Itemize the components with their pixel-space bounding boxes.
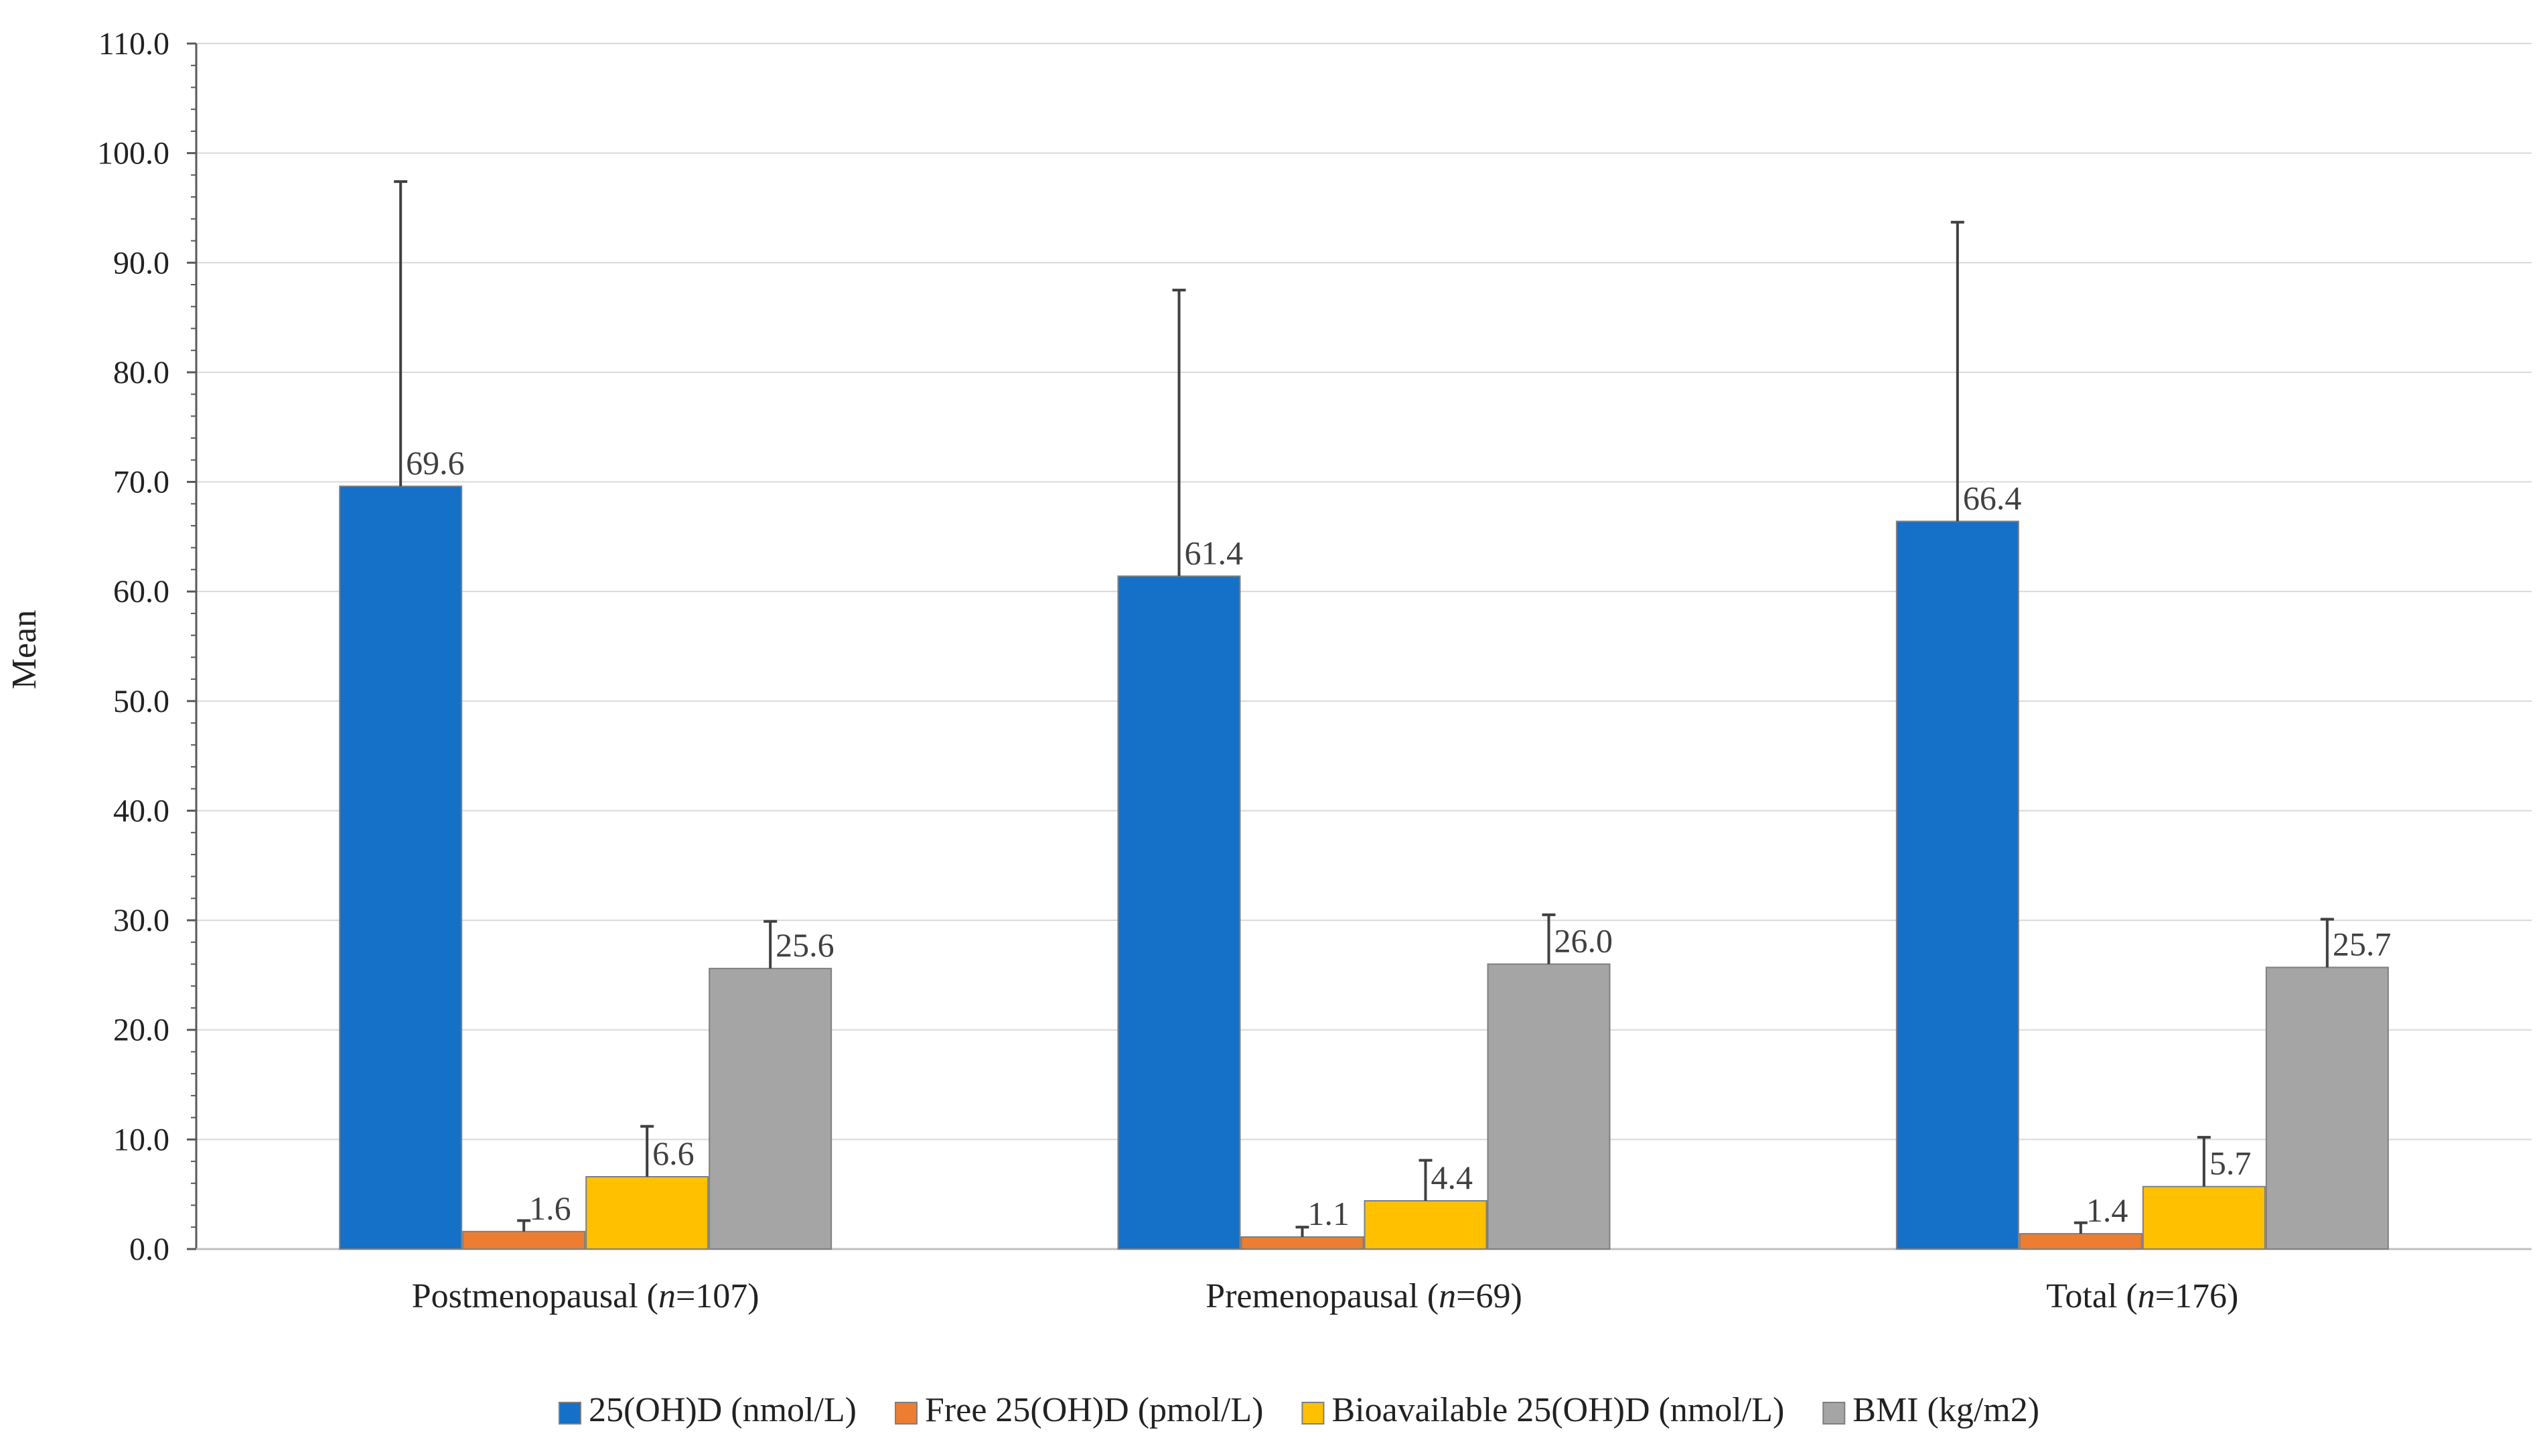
bar xyxy=(709,968,832,1250)
data-label: 1.1 xyxy=(1308,1195,1350,1232)
data-label: 25.7 xyxy=(2333,925,2392,962)
data-label: 69.6 xyxy=(406,444,465,482)
x-axis-categories: Postmenopausal (n=107) Premenopausal (n=6… xyxy=(412,1277,2239,1315)
legend-label: Bioavailable 25(OH)D (nmol/L) xyxy=(1331,1391,1784,1429)
y-tick-label: 110.0 xyxy=(98,26,169,62)
data-label: 1.6 xyxy=(529,1189,571,1227)
legend-item: BMI (kg/m2) xyxy=(1822,1391,2039,1429)
legend-item: Bioavailable 25(OH)D (nmol/L) xyxy=(1301,1391,1784,1429)
data-label: 61.4 xyxy=(1185,534,1244,571)
y-tick-label: 60.0 xyxy=(113,574,169,609)
data-label: 5.7 xyxy=(2209,1145,2252,1182)
legend-swatch xyxy=(1822,1402,1846,1425)
y-axis-title: Mean xyxy=(5,610,44,689)
legend-label: Free 25(OH)D (pmol/L) xyxy=(925,1391,1263,1429)
bar xyxy=(1487,963,1611,1250)
y-tick-label: 30.0 xyxy=(113,903,169,938)
data-label: 25.6 xyxy=(776,926,834,964)
gridlines xyxy=(196,43,2532,1141)
data-label: 66.4 xyxy=(1963,479,2022,516)
y-tick-label: 80.0 xyxy=(113,355,169,390)
bar xyxy=(2019,1233,2142,1250)
data-label: 4.4 xyxy=(1431,1159,1473,1196)
bar xyxy=(339,486,463,1250)
y-tick-label: 90.0 xyxy=(113,245,169,281)
legend-item: 25(OH)D (nmol/L) xyxy=(558,1391,857,1429)
legend-swatch xyxy=(558,1402,581,1425)
category-label: Total (n=176) xyxy=(2046,1277,2238,1315)
legend: 25(OH)D (nmol/L) Free 25(OH)D (pmol/L) Bio… xyxy=(558,1391,2039,1429)
data-label: 26.0 xyxy=(1554,922,1613,960)
y-tick-label: 70.0 xyxy=(113,465,169,500)
y-tick-label: 100.0 xyxy=(97,136,169,171)
bar xyxy=(2142,1185,2266,1250)
y-axis: 0.0 10.0 20.0 30.0 40.0 50.0 60.0 70.0 80.0 90.0 1… xyxy=(97,26,2532,1267)
data-label: 6.6 xyxy=(652,1135,695,1172)
legend-item: Free 25(OH)D (pmol/L) xyxy=(895,1391,1263,1429)
bar xyxy=(1364,1200,1487,1250)
bar xyxy=(462,1230,586,1250)
category-label: Postmenopausal (n=107) xyxy=(412,1277,759,1315)
bar xyxy=(585,1176,709,1250)
y-tick-label: 40.0 xyxy=(113,793,169,828)
bars xyxy=(339,180,2389,1250)
bar xyxy=(1240,1236,1364,1250)
legend-label: 25(OH)D (nmol/L) xyxy=(589,1391,857,1429)
bar xyxy=(1895,520,2019,1250)
legend-swatch xyxy=(895,1402,918,1425)
legend-label: BMI (kg/m2) xyxy=(1852,1391,2039,1429)
data-labels: 69.6 1.6 6.6 25.6 61.4 1.1 4.4 26.0 66.4 1.4 5.7 25… xyxy=(406,444,2391,1232)
category-label: Premenopausal (n=69) xyxy=(1206,1277,1522,1315)
bar xyxy=(2265,966,2389,1250)
y-tick-label: 10.0 xyxy=(113,1122,169,1157)
y-tick-label: 20.0 xyxy=(113,1013,169,1048)
data-label: 1.4 xyxy=(2086,1191,2128,1229)
y-tick-label: 50.0 xyxy=(113,684,169,719)
bar xyxy=(1117,575,1241,1250)
y-tick-label: 0.0 xyxy=(129,1232,169,1267)
legend-swatch xyxy=(1301,1402,1325,1425)
